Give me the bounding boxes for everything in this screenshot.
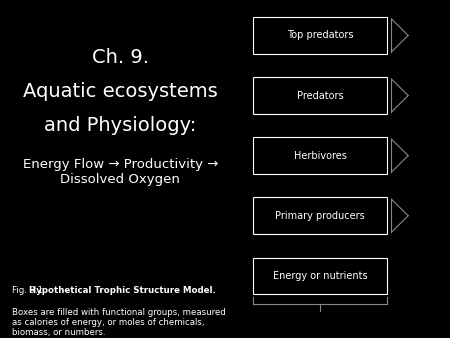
- FancyBboxPatch shape: [253, 258, 387, 294]
- FancyBboxPatch shape: [253, 77, 387, 114]
- Text: Aquatic ecosystems: Aquatic ecosystems: [23, 82, 218, 101]
- Text: Trophic level 1: Trophic level 1: [414, 211, 450, 220]
- Text: and Physiology:: and Physiology:: [44, 116, 197, 135]
- Text: Trophic structure: Trophic structure: [285, 316, 356, 325]
- Text: Boxes are filled with functional groups, measured
as calories of energy, or mole: Boxes are filled with functional groups,…: [12, 308, 226, 337]
- Text: Fig. 9.1.: Fig. 9.1.: [12, 286, 49, 295]
- FancyBboxPatch shape: [253, 137, 387, 174]
- Text: Hypothetical Trophic Structure Model.: Hypothetical Trophic Structure Model.: [29, 286, 216, 295]
- Text: Trophic level 2: Trophic level 2: [414, 151, 450, 160]
- FancyBboxPatch shape: [253, 197, 387, 234]
- Text: Herbivores: Herbivores: [294, 151, 346, 161]
- Text: Trophic level 4: Trophic level 4: [414, 31, 450, 40]
- Text: Predators: Predators: [297, 91, 344, 100]
- Text: Top predators: Top predators: [287, 30, 354, 41]
- Text: Primary producers: Primary producers: [275, 211, 365, 221]
- Text: Energy or nutrients: Energy or nutrients: [273, 271, 368, 281]
- Text: Ch. 9.: Ch. 9.: [92, 48, 149, 67]
- Text: Energy Flow → Productivity →
Dissolved Oxygen: Energy Flow → Productivity → Dissolved O…: [22, 159, 218, 186]
- Text: Trophic level 3: Trophic level 3: [414, 91, 450, 100]
- FancyBboxPatch shape: [253, 17, 387, 54]
